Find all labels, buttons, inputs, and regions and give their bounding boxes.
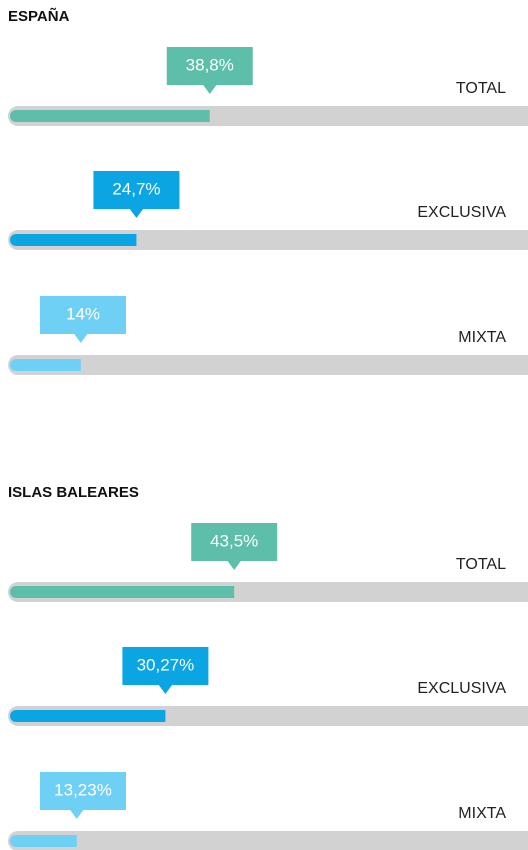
value-callout — [166, 47, 253, 85]
bar-track — [8, 355, 528, 375]
value-callout — [93, 171, 180, 209]
bar — [10, 835, 77, 847]
value-label: 43,5% — [210, 531, 258, 550]
bar — [10, 234, 137, 246]
category-label: MIXTA — [458, 329, 506, 346]
group-title: ESPAÑA — [8, 7, 70, 25]
bar — [10, 359, 81, 371]
category-label: TOTAL — [456, 80, 506, 97]
callout-pointer — [69, 809, 84, 819]
bar — [10, 586, 235, 598]
value-callout — [40, 296, 126, 334]
bar-track — [8, 230, 528, 250]
callout-pointer — [73, 333, 88, 343]
value-label: 38,8% — [186, 55, 234, 74]
value-label: 24,7% — [112, 179, 160, 198]
value-label: 13,23% — [54, 780, 112, 799]
callout-pointer — [129, 208, 144, 218]
bar — [10, 110, 210, 122]
value-callout — [191, 523, 278, 561]
group-title: ISLAS BALEARES — [8, 484, 139, 501]
value-label: 30,27% — [137, 655, 195, 674]
callout-pointer — [158, 684, 173, 694]
value-callout — [122, 647, 209, 685]
callout-pointer — [227, 560, 242, 570]
bar — [10, 710, 166, 722]
category-label: EXCLUSIVA — [417, 680, 506, 697]
category-label: MIXTA — [458, 805, 506, 822]
category-label: EXCLUSIVA — [417, 204, 506, 221]
bar-track — [8, 831, 528, 850]
category-label: TOTAL — [456, 556, 506, 573]
value-callout — [40, 772, 126, 810]
callout-pointer — [202, 84, 217, 94]
value-label: 14% — [66, 304, 100, 323]
